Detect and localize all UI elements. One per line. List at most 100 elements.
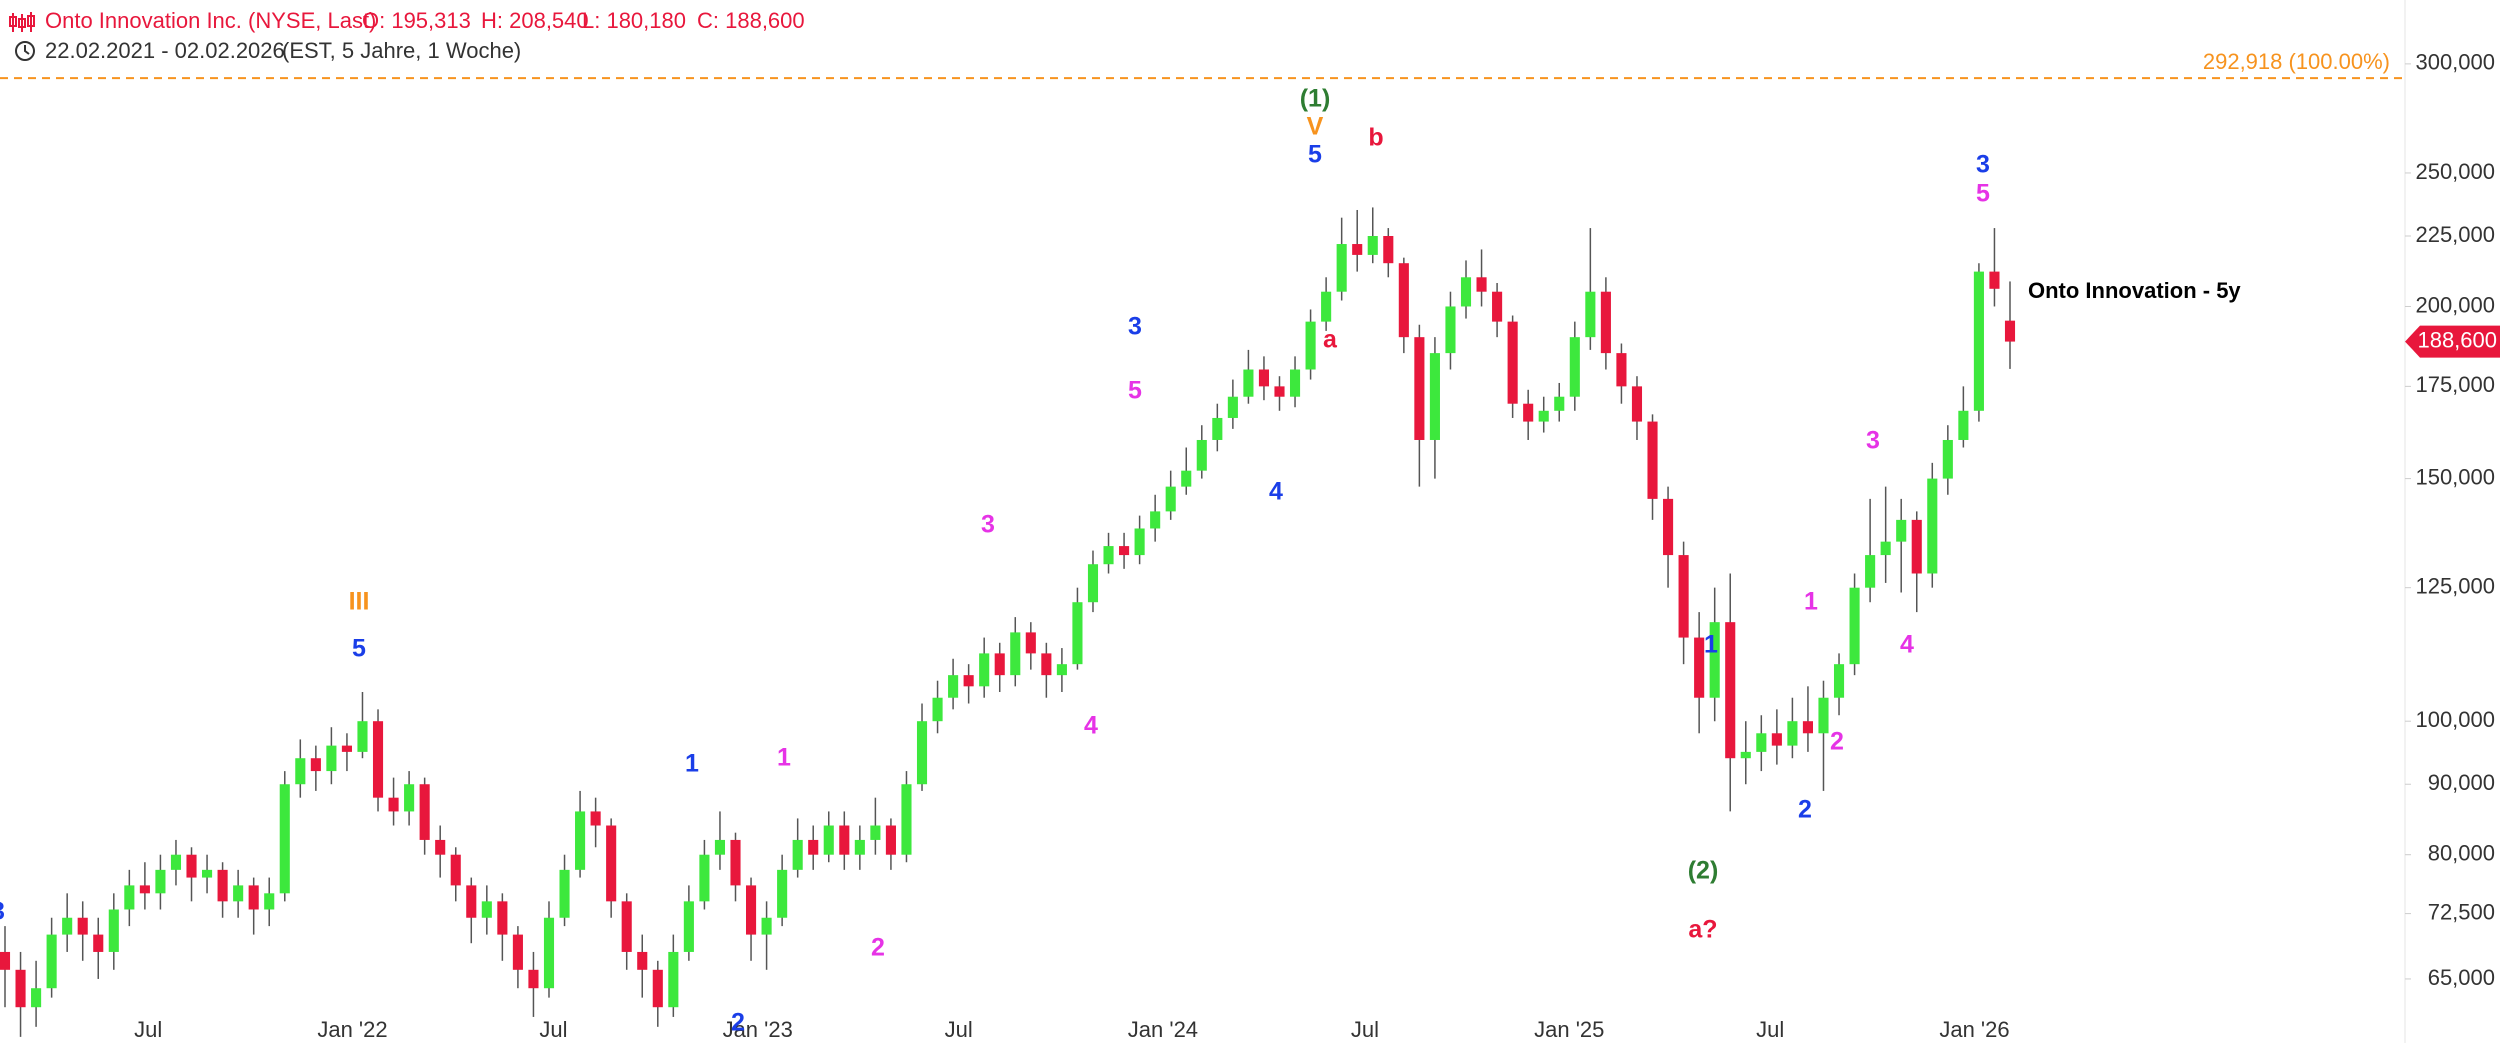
x-tick-label: Jan '25 (1534, 1017, 1604, 1042)
wave-label: a? (1688, 916, 1717, 944)
candle-body (885, 825, 896, 855)
candle-body (1398, 263, 1409, 338)
candle-body (15, 969, 26, 1008)
header-range: 22.02.2021 - 02.02.2026 (45, 38, 285, 63)
wave-label: (1) (1300, 85, 1331, 113)
candle-body (1181, 470, 1192, 487)
candle-body (1896, 519, 1907, 542)
candle-body (1833, 664, 1845, 698)
wave-label: b (1368, 124, 1383, 152)
header-open: O: 195,313 (362, 8, 471, 33)
wave-label: 3 (0, 898, 5, 926)
header-icon (9, 12, 35, 32)
candle-body (1973, 271, 1984, 411)
candle-body (823, 825, 834, 855)
header-details: (EST, 5 Jahre, 1 Woche) (282, 38, 521, 63)
wave-label: 5 (1308, 141, 1322, 169)
candle-body (590, 811, 601, 826)
candle-body (341, 745, 352, 752)
candle-body (1429, 353, 1440, 440)
wave-label: 1 (1704, 631, 1718, 659)
candle-body (279, 784, 290, 894)
candle-body (372, 721, 384, 798)
candle-body (295, 758, 306, 785)
wave-label: 5 (1128, 377, 1142, 405)
candle-body (1802, 721, 1813, 734)
candle-body (46, 934, 57, 989)
candle-body (1849, 587, 1860, 665)
wave-label: 3 (1866, 427, 1880, 455)
candle-body (1740, 751, 1751, 759)
wave-label: 1 (777, 744, 791, 772)
candle-body (1663, 498, 1674, 556)
candle-body (466, 885, 477, 918)
candle-body (1927, 478, 1938, 574)
wave-label: 4 (1900, 631, 1914, 659)
candle-body (606, 825, 617, 902)
wave-label: 1 (685, 750, 699, 778)
candle-body (404, 784, 415, 812)
candle-body (1150, 511, 1161, 529)
x-tick-label: Jan '22 (317, 1017, 387, 1042)
candle-body (1041, 653, 1052, 676)
candle-body (543, 917, 555, 989)
candle-body (948, 675, 959, 698)
candle-body (559, 869, 570, 918)
candle-body (1212, 417, 1223, 440)
candle-body (854, 839, 865, 855)
candle-body (248, 885, 259, 910)
candle-body (155, 869, 166, 894)
candle-body (777, 869, 788, 918)
y-tick-label: 100,000 (2415, 707, 2495, 732)
x-tick-label: Jul (134, 1017, 162, 1042)
candle-body (683, 901, 694, 952)
candle-body (512, 934, 523, 970)
x-tick-label: Jan '26 (1939, 1017, 2009, 1042)
wave-label: a (1323, 326, 1338, 354)
candle-body (575, 811, 586, 870)
candle-body (1989, 271, 2000, 289)
candle-body (1367, 236, 1378, 255)
x-tick-label: Jan '24 (1128, 1017, 1198, 1042)
candle-body (1087, 564, 1099, 603)
candle-body (1274, 386, 1285, 397)
candle-body (1227, 396, 1238, 418)
candle-body (1460, 277, 1472, 307)
candle-body (1756, 733, 1767, 752)
y-tick-label: 200,000 (2415, 292, 2495, 317)
candle-body (916, 721, 928, 785)
candle-body (528, 969, 539, 989)
candle-body (839, 825, 850, 855)
candle-body (1585, 291, 1596, 338)
candle-body (124, 885, 135, 910)
header-low: L: 180,180 (582, 8, 686, 33)
candle-body (1911, 519, 1922, 574)
candle-body (1538, 410, 1549, 422)
wave-label: 3 (1976, 151, 1990, 179)
candle-body (1631, 386, 1643, 422)
candle-body (1103, 546, 1114, 565)
candle-body (1476, 277, 1487, 292)
candle-body (1165, 486, 1176, 512)
candle-body (652, 969, 663, 1008)
last-price-label: 188,600 (2417, 327, 2497, 352)
last-price-tag (2405, 325, 2500, 358)
candle-body (1523, 403, 1534, 422)
y-tick-label: 225,000 (2415, 222, 2495, 247)
candle-body (93, 934, 104, 952)
candle-body (1321, 291, 1332, 322)
candle-body (994, 653, 1005, 676)
wave-label: V (1307, 113, 1324, 141)
candle-body (1787, 721, 1798, 746)
candle-body (1818, 697, 1829, 734)
candle-body (1507, 321, 1518, 404)
x-tick-label: Jul (539, 1017, 567, 1042)
wave-label: 2 (731, 1009, 745, 1037)
y-tick-label: 250,000 (2415, 159, 2495, 184)
candle-body (1258, 369, 1270, 387)
wave-label: III (349, 588, 370, 616)
wave-label: 4 (1269, 478, 1283, 506)
candle-body (186, 854, 197, 878)
x-tick-label: Jul (1756, 1017, 1784, 1042)
